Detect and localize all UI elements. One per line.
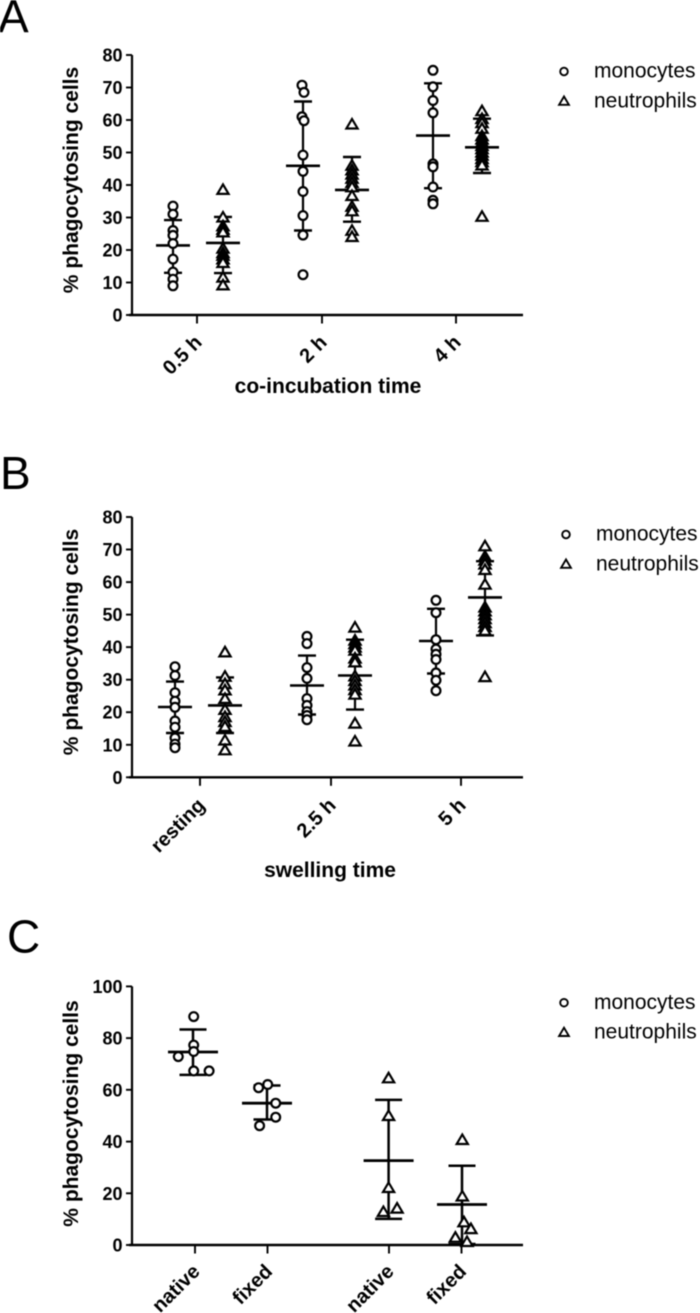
svg-text:100: 100 [92, 977, 122, 997]
svg-text:60: 60 [102, 573, 122, 593]
svg-text:50: 50 [102, 143, 122, 163]
svg-text:80: 80 [102, 46, 122, 66]
svg-text:20: 20 [102, 241, 122, 261]
svg-text:0: 0 [112, 768, 122, 788]
svg-text:70: 70 [102, 540, 122, 560]
svg-text:40: 40 [102, 638, 122, 658]
svg-text:20: 20 [102, 703, 122, 723]
svg-text:30: 30 [102, 670, 122, 690]
svg-text:monocytes: monocytes [596, 523, 698, 546]
svg-text:co-incubation time: co-incubation time [235, 375, 422, 398]
svg-text:60: 60 [102, 1080, 122, 1100]
svg-text:20: 20 [102, 1184, 122, 1204]
svg-text:10: 10 [102, 273, 122, 293]
svg-text:50: 50 [102, 605, 122, 625]
svg-text:70: 70 [102, 78, 122, 98]
svg-text:80: 80 [102, 508, 122, 528]
svg-text:neutrophils: neutrophils [594, 1021, 697, 1044]
svg-text:40: 40 [102, 1132, 122, 1152]
svg-text:A: A [0, 0, 29, 43]
svg-text:0: 0 [112, 1236, 122, 1256]
svg-text:0: 0 [112, 306, 122, 326]
svg-text:60: 60 [102, 111, 122, 131]
svg-text:30: 30 [102, 208, 122, 228]
svg-text:40: 40 [102, 176, 122, 196]
svg-text:% phagocytosing cells: % phagocytosing cells [60, 1000, 83, 1226]
svg-text:% phagocytosing cells: % phagocytosing cells [60, 529, 83, 755]
svg-text:neutrophils: neutrophils [596, 553, 699, 576]
svg-text:swelling time: swelling time [264, 859, 396, 882]
svg-text:C: C [7, 910, 40, 962]
svg-text:10: 10 [102, 735, 122, 755]
svg-text:B: B [0, 447, 31, 499]
svg-text:neutrophils: neutrophils [594, 90, 697, 113]
svg-text:% phagocytosing cells: % phagocytosing cells [60, 67, 83, 293]
svg-text:monocytes: monocytes [594, 60, 696, 83]
svg-text:monocytes: monocytes [594, 991, 696, 1014]
svg-text:80: 80 [102, 1029, 122, 1049]
